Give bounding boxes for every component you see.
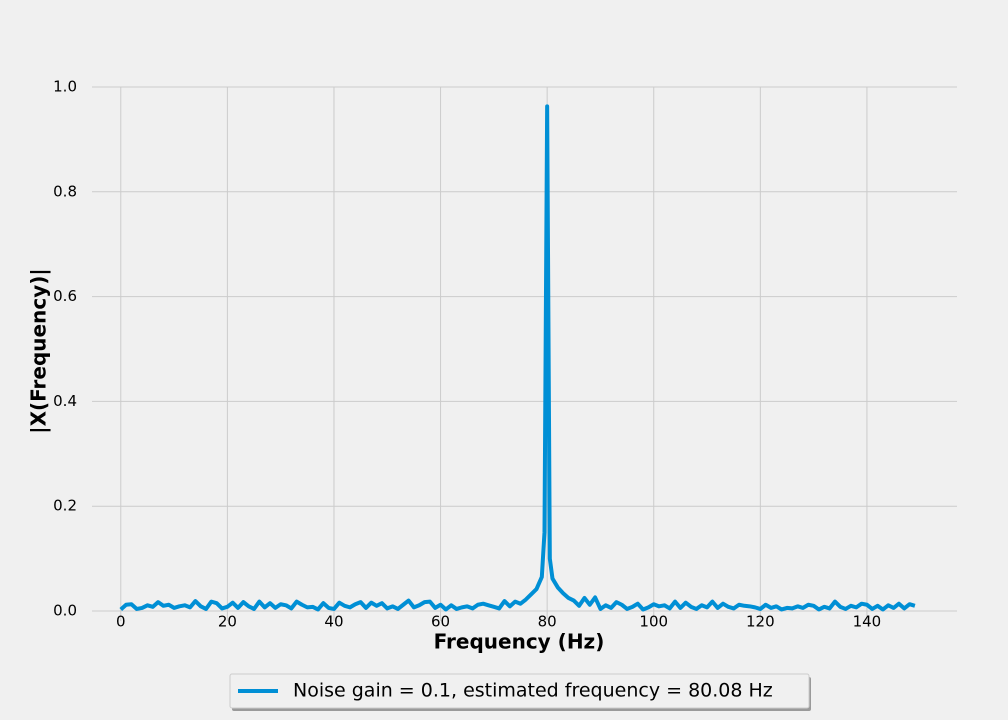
x-tick-label: 0 — [116, 613, 126, 631]
legend: Noise gain = 0.1, estimated frequency = … — [229, 673, 811, 711]
legend-label: Noise gain = 0.1, estimated frequency = … — [293, 680, 773, 702]
x-tick-label: 40 — [324, 613, 343, 631]
y-tick-label: 0.8 — [53, 182, 77, 200]
data-line — [119, 104, 916, 612]
y-tick-label: 0.2 — [53, 497, 77, 515]
x-tick-label: 120 — [746, 613, 775, 631]
x-axis-label: Frequency (Hz) — [434, 630, 605, 654]
y-tick-label: 0.0 — [53, 602, 77, 620]
x-tick-label: 80 — [538, 613, 557, 631]
legend-box — [229, 673, 810, 709]
x-tick-label: 60 — [431, 613, 450, 631]
y-axis-label: |X(Frequency)| — [27, 268, 51, 433]
y-tick-label: 1.0 — [53, 78, 77, 96]
x-tick-label: 140 — [853, 613, 882, 631]
y-tick-label: 0.6 — [53, 287, 77, 305]
x-tick-label: 20 — [218, 613, 237, 631]
y-tick-label: 0.4 — [53, 392, 77, 410]
x-tick-label: 100 — [639, 613, 668, 631]
